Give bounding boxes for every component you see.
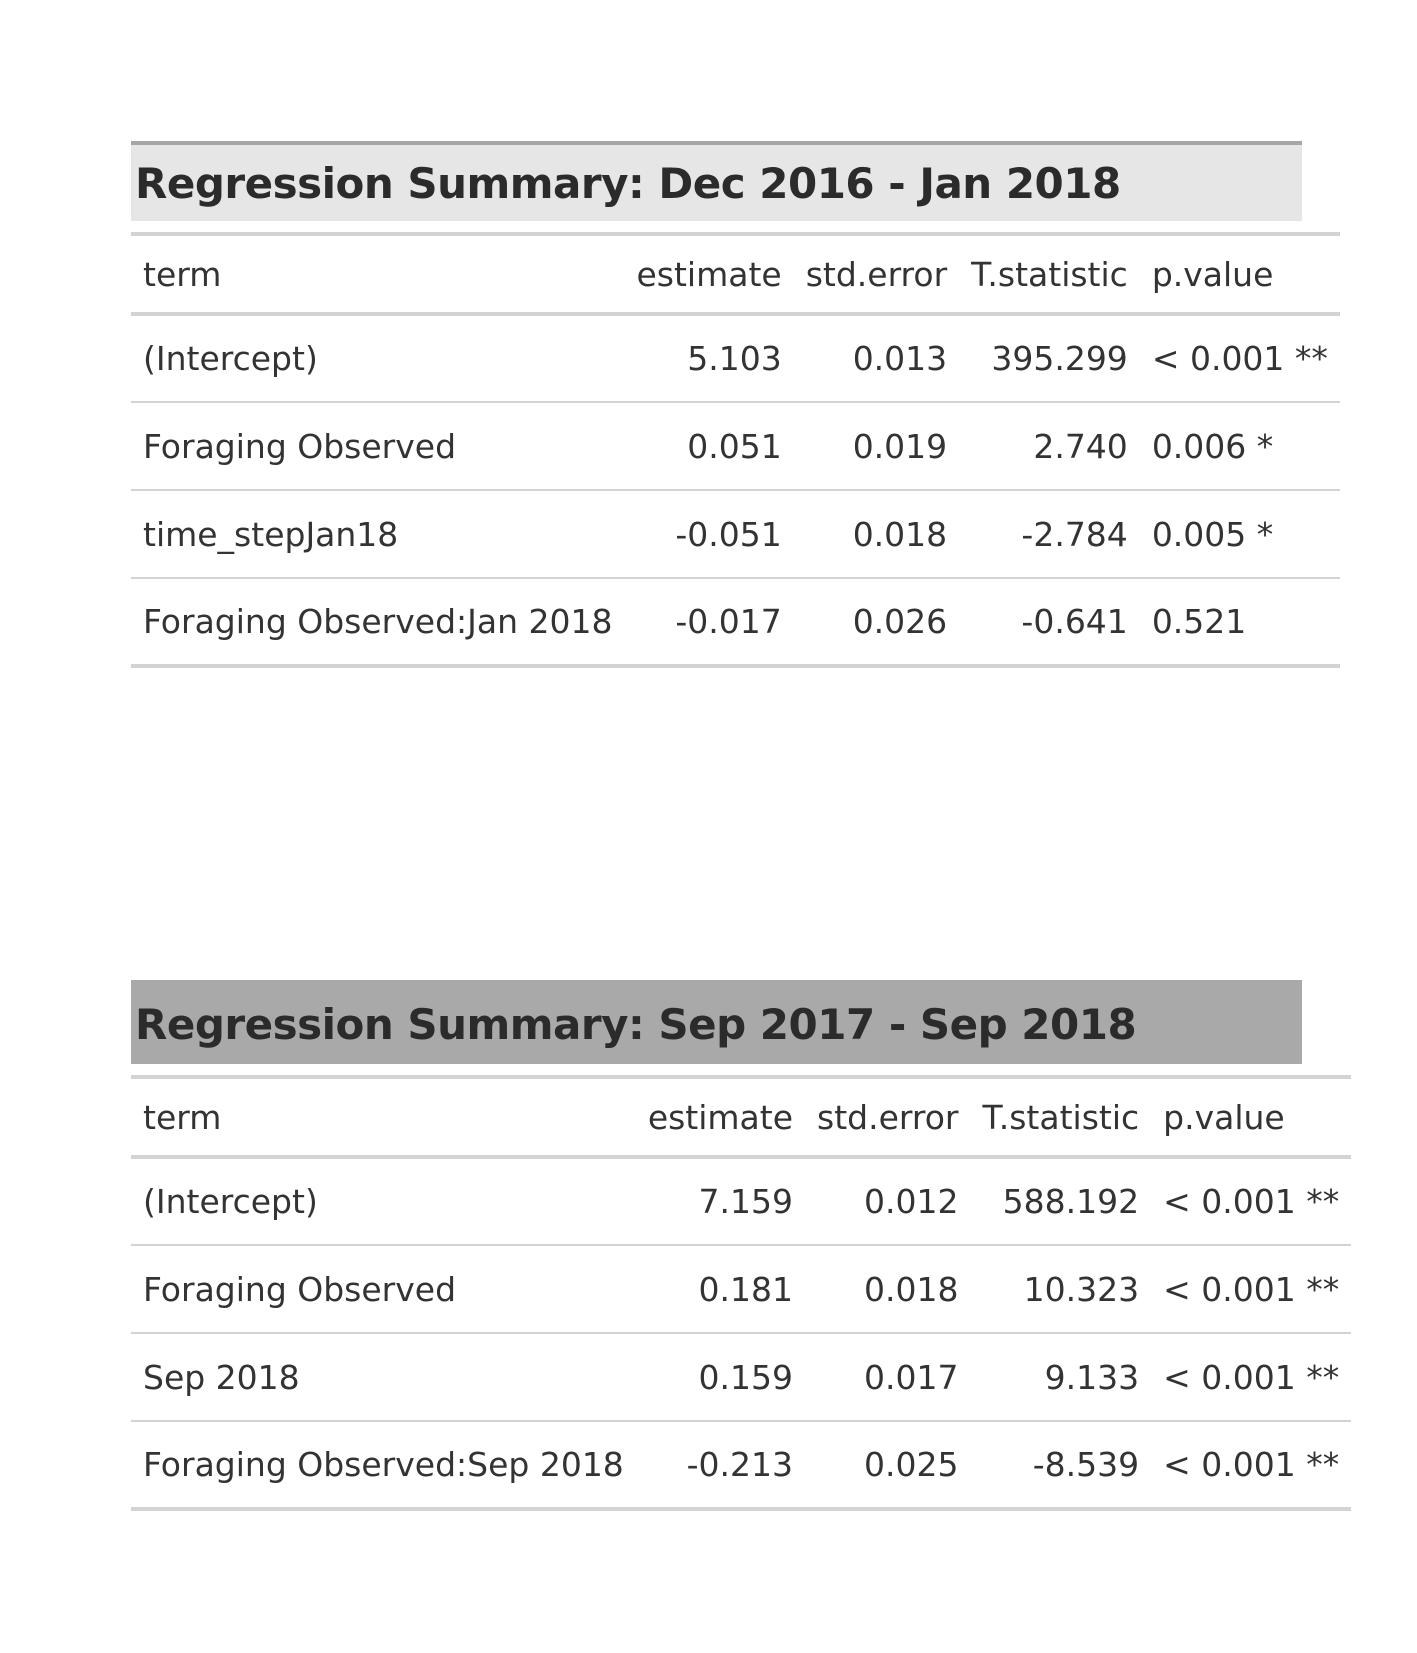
cell-std-error: 0.025 [864,1445,959,1484]
header-estimate: estimate [636,254,782,294]
table-row: (Intercept) 7.159 0.012 588.192 < 0.001 … [131,1157,1352,1245]
cell-t-statistic: 588.192 [1002,1182,1140,1221]
table-title-bar: Regression Summary: Sep 2017 - Sep 2018 [131,980,1302,1064]
regression-results-table: term estimate std.error T.statistic p.va… [131,1075,1352,1511]
cell-term: Sep 2018 [143,1357,300,1397]
cell-p-value: < 0.001 ** [1163,1269,1340,1309]
header-t-statistic: T.statistic [982,1097,1140,1137]
cell-std-error: 0.013 [852,339,948,378]
header-row: term estimate std.error T.statistic p.va… [131,234,1340,314]
cell-std-error: 0.017 [864,1357,959,1397]
table-title: Regression Summary: Dec 2016 - Jan 2018 [135,158,1121,208]
cell-term: Foraging Observed [143,1269,457,1309]
cell-p-value: < 0.001 ** [1163,1182,1340,1221]
table-title: Regression Summary: Sep 2017 - Sep 2018 [135,999,1137,1049]
cell-p-value: < 0.001 ** [1151,339,1328,378]
cell-estimate: -0.051 [675,514,782,554]
cell-std-error: 0.012 [864,1182,959,1221]
table-row: Foraging Observed:Sep 2018 -0.213 0.025 … [131,1421,1352,1509]
header-row: term estimate std.error T.statistic p.va… [131,1077,1352,1157]
cell-term: time_stepJan18 [143,514,399,554]
regression-results-table: term estimate std.error T.statistic p.va… [131,232,1340,668]
table-row: time_stepJan18 -0.051 0.018 -2.784 0.005… [131,490,1340,578]
cell-estimate: -0.213 [686,1445,794,1484]
table-row: (Intercept) 5.103 0.013 395.299 < 0.001 … [131,314,1340,402]
header-estimate: estimate [647,1097,794,1137]
cell-estimate: -0.017 [675,602,782,641]
table-title-bar: Regression Summary: Dec 2016 - Jan 2018 [131,141,1302,221]
cell-p-value: 0.006 * [1151,426,1274,466]
header-std-error: std.error [805,254,948,294]
cell-estimate: 0.051 [687,426,782,466]
table-row: Foraging Observed 0.181 0.018 10.323 < 0… [131,1245,1352,1333]
cell-term: Foraging Observed:Jan 2018 [143,602,613,641]
regression-table-sep2017-sep2018: Regression Summary: Sep 2017 - Sep 2018 … [131,980,1352,1511]
table-row: Foraging Observed 0.051 0.019 2.740 0.00… [131,402,1340,490]
cell-t-statistic: 395.299 [991,339,1128,378]
header-p-value: p.value [1163,1097,1285,1137]
cell-t-statistic: -0.641 [1021,602,1128,641]
regression-table-dec2016-jan2018: Regression Summary: Dec 2016 - Jan 2018 … [131,141,1340,668]
header-p-value: p.value [1151,254,1274,294]
cell-std-error: 0.019 [852,426,948,466]
cell-t-statistic: -8.539 [1032,1445,1140,1484]
cell-term: Foraging Observed:Sep 2018 [143,1445,624,1484]
cell-t-statistic: 9.133 [1044,1357,1140,1397]
table-row: Sep 2018 0.159 0.017 9.133 < 0.001 ** [131,1333,1352,1421]
cell-term: Foraging Observed [143,426,457,466]
cell-t-statistic: 2.740 [1033,426,1128,466]
cell-std-error: 0.026 [852,602,948,641]
cell-p-value: 0.521 [1151,602,1247,641]
cell-p-value: 0.005 * [1151,514,1274,554]
cell-estimate: 0.159 [698,1357,794,1397]
cell-estimate: 5.103 [687,339,782,378]
table-row: Foraging Observed:Jan 2018 -0.017 0.026 … [131,578,1340,666]
cell-term: (Intercept) [143,1182,318,1221]
cell-t-statistic: 10.323 [1023,1269,1140,1309]
cell-std-error: 0.018 [852,514,948,554]
cell-estimate: 0.181 [698,1269,794,1309]
cell-estimate: 7.159 [698,1182,794,1221]
header-term: term [143,254,222,294]
header-std-error: std.error [817,1097,959,1137]
header-t-statistic: T.statistic [971,254,1128,294]
cell-term: (Intercept) [143,339,318,378]
cell-p-value: < 0.001 ** [1163,1357,1340,1397]
cell-std-error: 0.018 [864,1269,959,1309]
header-term: term [143,1097,222,1137]
cell-p-value: < 0.001 ** [1163,1445,1340,1484]
cell-t-statistic: -2.784 [1021,514,1128,554]
